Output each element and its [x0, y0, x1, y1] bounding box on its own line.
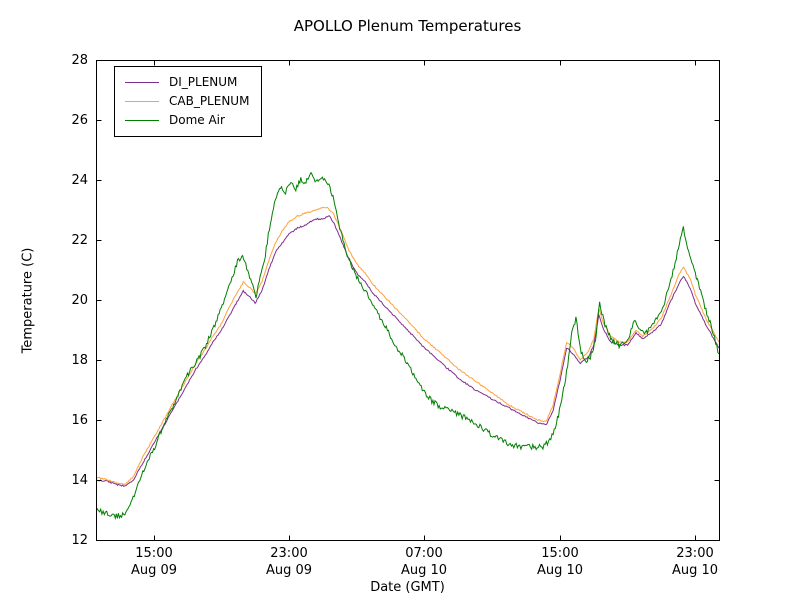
svg-text:Aug 10: Aug 10	[401, 563, 447, 578]
legend-item: Dome Air	[125, 111, 249, 130]
svg-text:15:00: 15:00	[541, 546, 578, 561]
x-axis-label: Date (GMT)	[370, 580, 445, 595]
svg-text:20: 20	[71, 293, 88, 308]
svg-text:12: 12	[71, 533, 88, 548]
svg-text:Aug 09: Aug 09	[266, 563, 312, 578]
svg-text:22: 22	[71, 233, 88, 248]
legend-line-cab-plenum-icon	[125, 101, 159, 102]
legend-item: DI_PLENUM	[125, 73, 249, 92]
svg-text:24: 24	[71, 173, 88, 188]
svg-text:Aug 09: Aug 09	[131, 563, 177, 578]
legend-label: Dome Air	[169, 113, 225, 127]
legend-line-dome-air-icon	[125, 120, 159, 121]
legend-line-di-plenum-icon	[125, 82, 159, 83]
svg-text:15:00: 15:00	[135, 546, 172, 561]
svg-text:23:00: 23:00	[270, 546, 307, 561]
y-axis-label: Temperature (C)	[20, 247, 36, 354]
svg-text:16: 16	[71, 413, 88, 428]
legend: DI_PLENUM CAB_PLENUM Dome Air	[114, 66, 263, 137]
legend-label: DI_PLENUM	[169, 75, 238, 89]
svg-text:28: 28	[71, 53, 88, 68]
svg-text:Aug 10: Aug 10	[537, 563, 583, 578]
legend-item: CAB_PLENUM	[125, 92, 249, 111]
legend-label: CAB_PLENUM	[169, 94, 250, 108]
svg-text:18: 18	[71, 353, 88, 368]
svg-text:14: 14	[71, 473, 88, 488]
svg-text:Aug 10: Aug 10	[672, 563, 718, 578]
chart-title: APOLLO Plenum Temperatures	[293, 17, 522, 35]
svg-text:07:00: 07:00	[405, 546, 442, 561]
svg-text:23:00: 23:00	[676, 546, 713, 561]
svg-text:26: 26	[71, 113, 88, 128]
